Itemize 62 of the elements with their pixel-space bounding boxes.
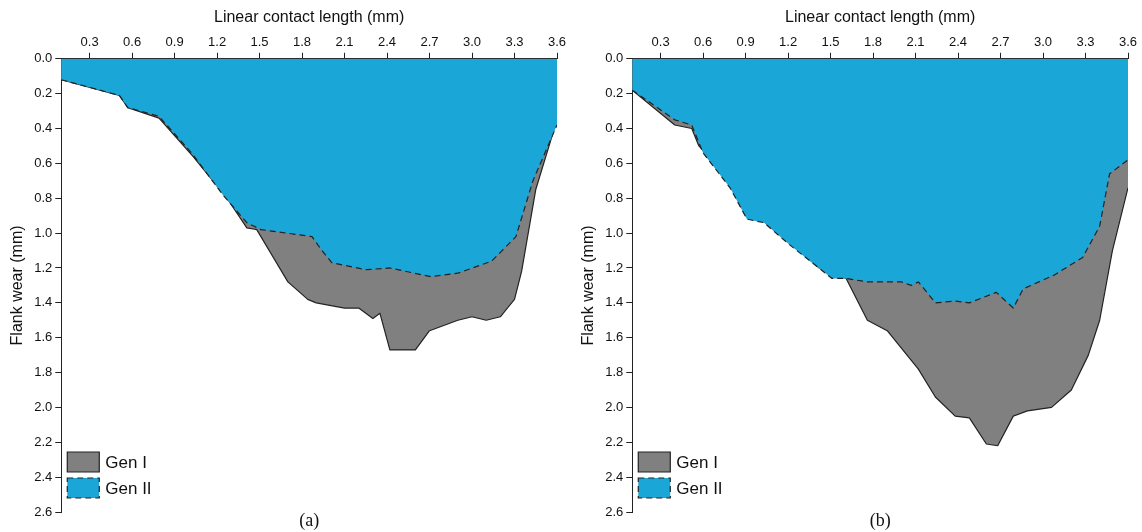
y-tick-label: 2.0 [34,398,53,414]
x-tick-label: 0.9 [165,33,184,49]
y-tick-label: 1.0 [34,224,53,240]
annotation: (b) [869,509,891,531]
y-tick-label: 2.4 [34,468,53,484]
y-tick-label: 1.6 [34,329,53,345]
legend-label: Gen I [105,452,147,472]
x-tick-label: 3.0 [462,33,482,49]
x-tick-label: 2.1 [335,33,354,49]
x-tick-label: 0.6 [123,33,142,49]
legend-label: Gen I [676,452,718,472]
y-tick-label: 2.6 [34,503,53,519]
x-tick-label: 3.6 [547,33,567,49]
y-tick-label: 0.2 [34,85,53,101]
x-tick-label: 3.3 [1076,33,1095,49]
y-tick-label: 0.6 [34,154,53,170]
legend-label: Gen II [676,478,723,498]
y-tick-label: 0.8 [605,189,624,205]
x-tick-label: 3.3 [505,33,524,49]
x-tick-label: 2.1 [906,33,925,49]
x-tick-label: 3.0 [1033,33,1053,49]
annotation: (a) [299,509,320,531]
x-tick-label: 0.3 [80,33,99,49]
y-tick-label: 1.8 [605,364,624,380]
y-tick-label: 1.6 [605,329,624,345]
x-tick-label: 1.2 [208,33,227,49]
y-tick-label: 1.4 [34,294,53,310]
x-tick-label: 2.4 [949,33,968,49]
y-tick-label: 1.4 [605,294,624,310]
y-tick-label: 0.0 [605,50,624,66]
y-tick-label: 0.2 [605,85,624,101]
y-tick-label: 2.2 [34,433,53,449]
x-tick-label: 0.6 [694,33,713,49]
y-tick-label: 2.2 [605,433,624,449]
x-axis-title: Linear contact length (mm) [213,8,405,26]
y-tick-label: 1.2 [605,259,624,275]
y-tick-label: 2.0 [605,398,624,414]
y-tick-label: 0.8 [34,189,53,205]
y-tick-label: 0.4 [34,120,53,136]
x-tick-label: 1.8 [293,33,312,49]
y-tick-label: 0.0 [34,50,53,66]
x-tick-label: 2.4 [378,33,397,49]
y-tick-label: 2.4 [605,468,624,484]
legend-label: Gen II [105,478,152,498]
y-axis-title: Flank wear (mm) [8,225,26,346]
x-tick-label: 0.9 [736,33,755,49]
x-tick-label: 2.7 [420,33,439,49]
y-tick-label: 0.6 [605,154,624,170]
x-tick-label: 1.5 [250,33,269,49]
y-tick-label: 1.0 [605,224,624,240]
x-tick-label: 1.2 [779,33,798,49]
x-tick-label: 1.8 [864,33,883,49]
x-axis-title: Linear contact length (mm) [784,8,976,26]
x-tick-label: 2.7 [991,33,1010,49]
y-tick-label: 0.4 [605,120,624,136]
y-tick-label: 1.8 [34,364,53,380]
y-axis-title: Flank wear (mm) [579,225,597,346]
y-tick-label: 1.2 [34,259,53,275]
x-tick-label: 0.3 [651,33,670,49]
x-tick-label: 1.5 [821,33,840,49]
x-tick-label: 3.6 [1118,33,1138,49]
y-tick-label: 2.6 [605,503,624,519]
